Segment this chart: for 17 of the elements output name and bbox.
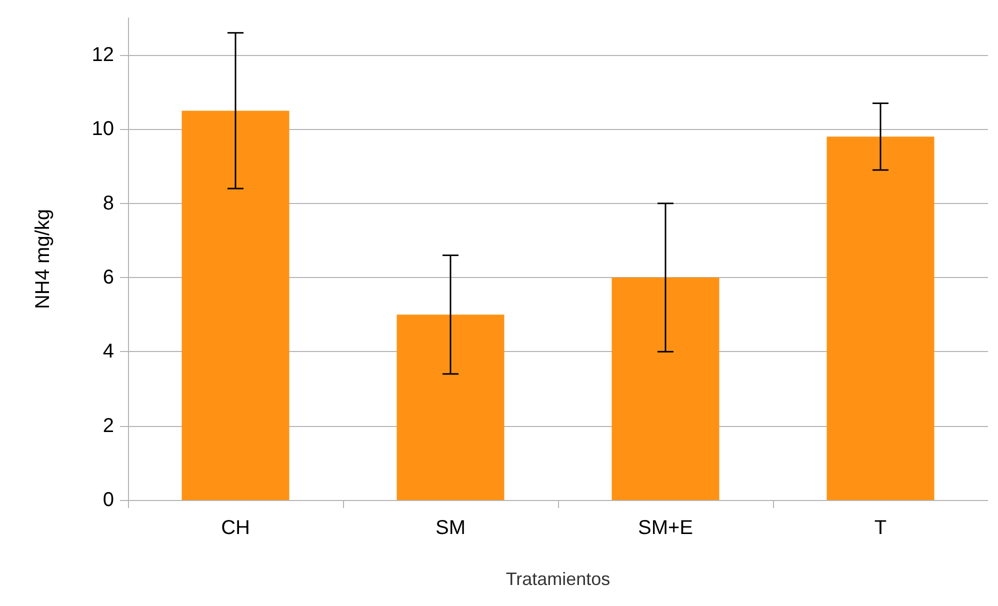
y-tick-label: 12	[92, 44, 114, 66]
x-tick-label: SM	[436, 517, 466, 539]
y-tick-label: 8	[102, 192, 114, 214]
y-axis-title: NH4 mg/kg	[32, 208, 54, 310]
bar	[396, 314, 504, 500]
bar	[612, 278, 720, 500]
y-tick-label: 0	[102, 489, 114, 511]
y-tick-label: 4	[102, 340, 114, 363]
bar	[182, 110, 290, 500]
x-tick-label: T	[874, 517, 887, 539]
x-axis-title: Tratamientos	[506, 569, 610, 589]
y-tick-label: 2	[102, 414, 114, 437]
x-tick-label: SM+E	[638, 517, 694, 539]
x-tick-label: CH	[221, 517, 250, 539]
y-tick-label: 6	[102, 266, 114, 289]
bar	[826, 136, 934, 500]
y-tick-label: 10	[92, 118, 114, 140]
